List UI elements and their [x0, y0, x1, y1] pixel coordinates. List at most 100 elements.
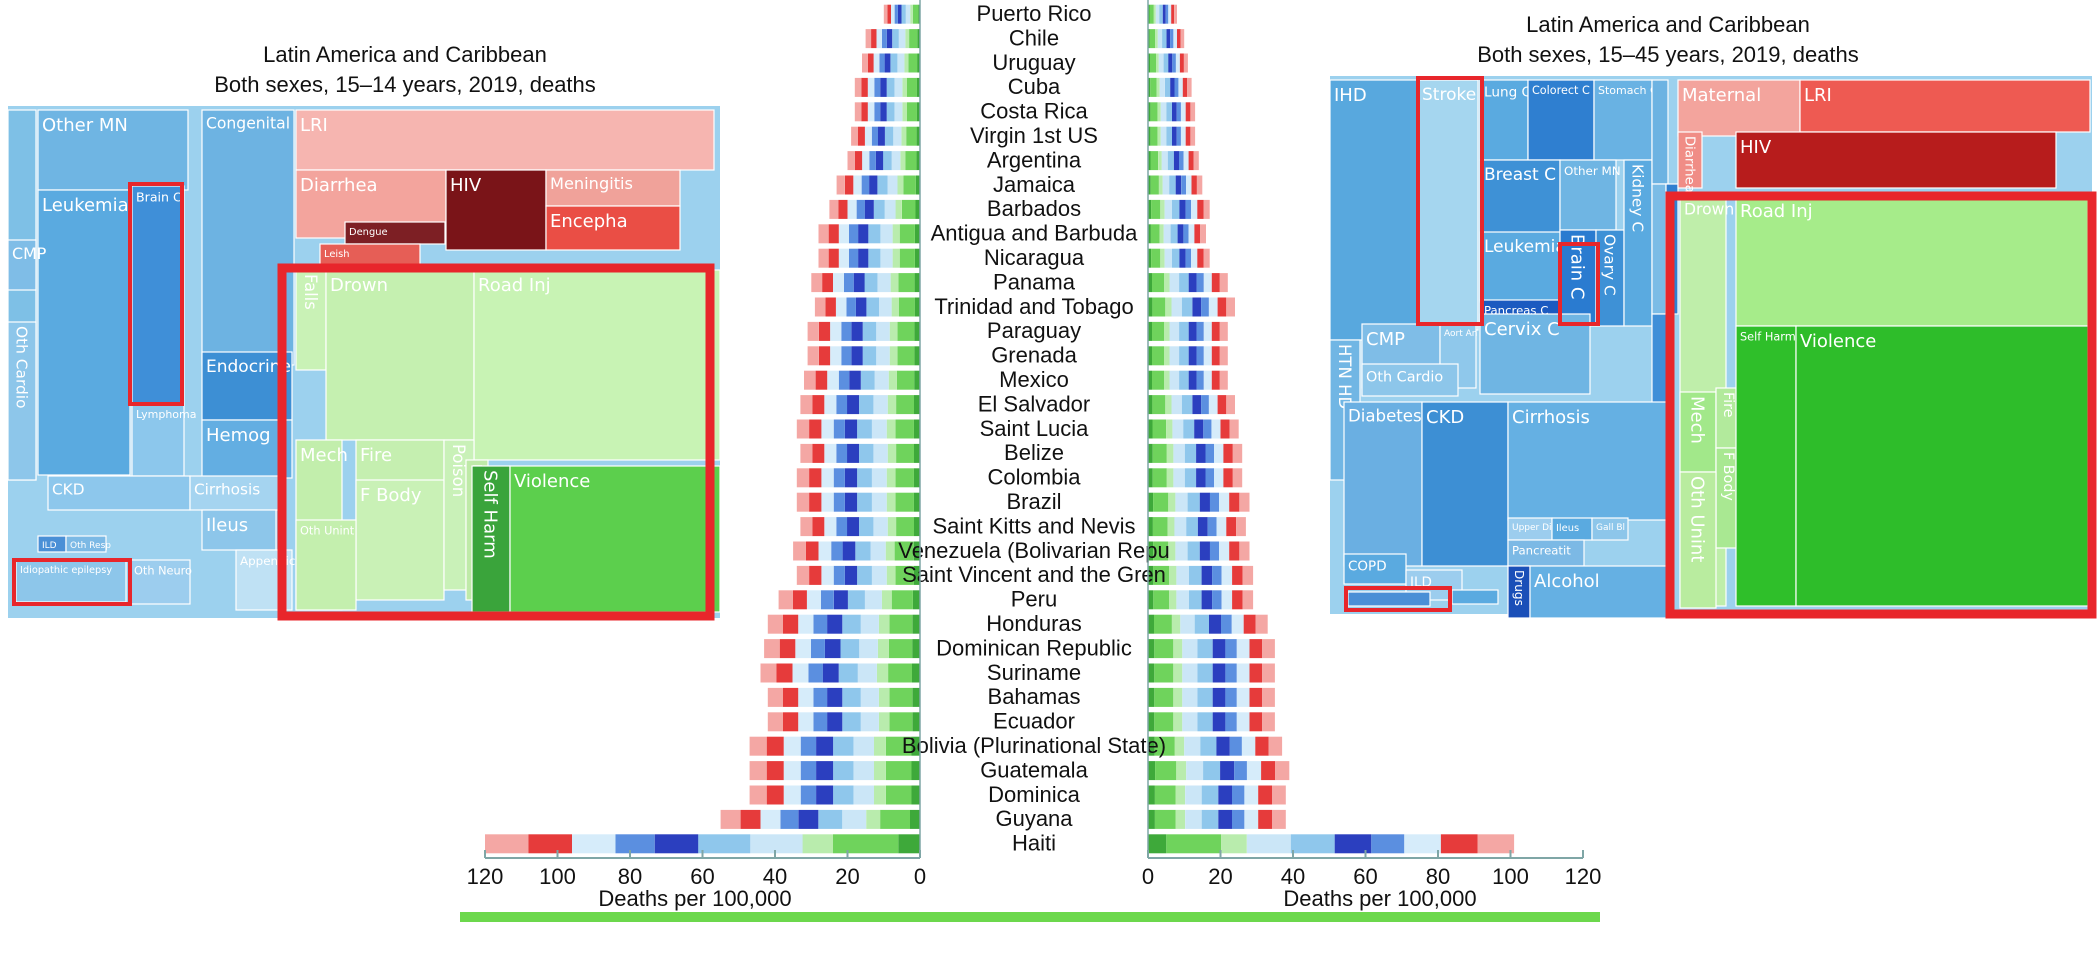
- country-label: Guyana: [995, 806, 1073, 831]
- bar-right-peru-seg3: [1176, 590, 1189, 610]
- bar-left-peru-seg0: [912, 590, 920, 610]
- treemap-label-colorect-c: Colorect C: [1532, 84, 1590, 97]
- bar-left-jamaica-seg7: [853, 175, 862, 195]
- bar-left-guatemala-seg8: [766, 761, 784, 781]
- bar-left-saint-vincent-and-the-gren-seg3: [871, 565, 887, 585]
- right-x-axis-label: Deaths per 100,000: [1283, 886, 1476, 911]
- bar-right-trinidad-and-tobago-seg5: [1192, 297, 1202, 317]
- treemap-label-htn-hd: HTN HD: [1335, 344, 1354, 409]
- bar-right-argentina-seg5: [1173, 151, 1179, 171]
- bar-right-antigua-and-barbuda-seg6: [1183, 224, 1189, 244]
- treemap-label-brain-c: Brain C: [136, 190, 182, 205]
- bar-right-paraguay-seg6: [1196, 321, 1204, 341]
- bar-right-saint-kitts-and-nevis-seg6: [1207, 517, 1217, 537]
- bar-right-saint-kitts-and-nevis-seg9: [1236, 517, 1246, 537]
- bar-right-belize-seg3: [1173, 443, 1185, 463]
- bar-right-uruguay-seg0: [1148, 53, 1150, 73]
- bar-left-ecuador-seg8: [783, 712, 799, 732]
- bar-left-argentina-seg4: [883, 151, 892, 171]
- bar-right-antigua-and-barbuda-seg2: [1159, 224, 1164, 244]
- bar-left-belize-seg0: [914, 443, 920, 463]
- bar-left-brazil-seg5: [844, 492, 858, 512]
- bar-right-jamaica-seg1: [1150, 175, 1159, 195]
- bar-left-uruguay-seg0: [917, 53, 920, 73]
- bar-right-bahamas-seg5: [1212, 687, 1226, 707]
- bar-right-dominica-seg0: [1148, 785, 1155, 805]
- treemap-label-f-body: F Body: [360, 485, 422, 506]
- bar-left-venezuela-bolivarian-repu-seg3: [870, 541, 886, 561]
- bar-right-peru-seg8: [1232, 590, 1243, 610]
- bar-right-haiti-seg5: [1334, 834, 1372, 854]
- left-treemap: Latin America and Caribbean Both sexes, …: [7, 42, 721, 621]
- bar-left-brazil-seg3: [871, 492, 887, 512]
- bar-left-honduras-seg1: [889, 614, 913, 634]
- bar-right-ecuador-seg3: [1182, 712, 1198, 732]
- bar-left-paraguay-seg7: [830, 321, 842, 341]
- bar-left-virgin-1st-us-seg8: [858, 126, 865, 146]
- bar-left-trinidad-and-tobago-seg8: [825, 297, 836, 317]
- bar-left-argentina-seg8: [854, 151, 863, 171]
- bar-left-brazil-seg2: [886, 492, 896, 512]
- bar-left-honduras-seg0: [912, 614, 920, 634]
- bar-left-uruguay-seg9: [862, 53, 868, 73]
- bar-right-jamaica-seg3: [1162, 175, 1170, 195]
- bar-right-jamaica-seg2: [1158, 175, 1163, 195]
- bar-right-guatemala-seg6: [1234, 761, 1247, 781]
- bar-right-saint-lucia-seg2: [1166, 419, 1173, 439]
- bar-left-guatemala-seg3: [853, 761, 874, 781]
- treemap-cell-self-harm: [1735, 325, 1797, 607]
- bar-right-mexico-seg8: [1211, 370, 1220, 390]
- bar-left-trinidad-and-tobago-seg1: [899, 297, 915, 317]
- bar-left-belize-seg2: [887, 443, 897, 463]
- bar-left-haiti-seg0: [898, 834, 921, 854]
- bar-right-cuba-seg8: [1182, 77, 1188, 97]
- bar-right-dominica-seg4: [1201, 785, 1219, 805]
- bar-left-grenada-seg8: [818, 346, 831, 366]
- bar-right-barbados-seg8: [1197, 199, 1204, 219]
- bar-right-belize-seg5: [1196, 443, 1206, 463]
- bar-right-uruguay-seg1: [1150, 53, 1156, 73]
- bar-left-bahamas-seg2: [878, 687, 890, 707]
- bar-left-saint-lucia-seg5: [844, 419, 858, 439]
- bar-left-bolivia-plurinational-state-seg3: [853, 736, 874, 756]
- bar-right-trinidad-and-tobago-seg2: [1165, 297, 1172, 317]
- bar-left-grenada-seg4: [862, 346, 877, 366]
- bar-right-colombia-seg4: [1184, 468, 1197, 488]
- bar-left-paraguay-seg3: [876, 321, 890, 341]
- country-label: Guatemala: [980, 757, 1088, 782]
- bar-left-belize-seg9: [800, 443, 813, 463]
- bar-right-el-salvador-seg3: [1171, 395, 1182, 415]
- bar-left-costa-rica-seg5: [880, 102, 887, 122]
- treemap-cell-hemog: [201, 419, 293, 479]
- bar-left-argentina-seg7: [862, 151, 870, 171]
- bar-right-haiti-seg6: [1371, 834, 1405, 854]
- bar-left-venezuela-bolivarian-repu-seg9: [793, 541, 806, 561]
- bar-left-venezuela-bolivarian-repu-seg0: [913, 541, 920, 561]
- bar-left-colombia-seg0: [913, 468, 920, 488]
- bar-left-haiti-seg4: [698, 834, 751, 854]
- bar-right-saint-lucia-seg9: [1229, 419, 1239, 439]
- bar-left-mexico-seg0: [914, 370, 920, 390]
- treemap-label-ileus: Ileus: [206, 515, 248, 536]
- bar-left-bahamas-seg1: [889, 687, 913, 707]
- bar-right-el-salvador-seg9: [1226, 395, 1235, 415]
- bar-right-chile-seg1: [1149, 29, 1156, 49]
- bar-right-venezuela-bolivarian-repu-seg5: [1199, 541, 1210, 561]
- bar-left-panama-seg3: [877, 273, 891, 293]
- left-tick-label: 120: [467, 864, 504, 889]
- bar-left-venezuela-bolivarian-repu-seg4: [855, 541, 871, 561]
- left-tick-label: 60: [690, 864, 714, 889]
- bar-left-peru-seg2: [881, 590, 892, 610]
- bar-right-guyana-seg6: [1232, 809, 1245, 829]
- bar-right-uruguay-seg5: [1168, 53, 1173, 73]
- country-label: Venezuela (Bolivarian Repu: [898, 538, 1170, 563]
- country-label: Panama: [993, 269, 1076, 294]
- bar-right-antigua-and-barbuda-seg8: [1194, 224, 1201, 244]
- bar-right-antigua-and-barbuda-seg7: [1188, 224, 1195, 244]
- treemap-label-appendic: Appendic: [240, 554, 295, 568]
- bar-left-grenada-seg1: [897, 346, 915, 366]
- bar-left-barbados-seg7: [847, 199, 857, 219]
- bar-left-bahamas-seg4: [842, 687, 861, 707]
- bar-right-brazil-seg2: [1168, 492, 1176, 512]
- bar-left-brazil-seg8: [809, 492, 822, 512]
